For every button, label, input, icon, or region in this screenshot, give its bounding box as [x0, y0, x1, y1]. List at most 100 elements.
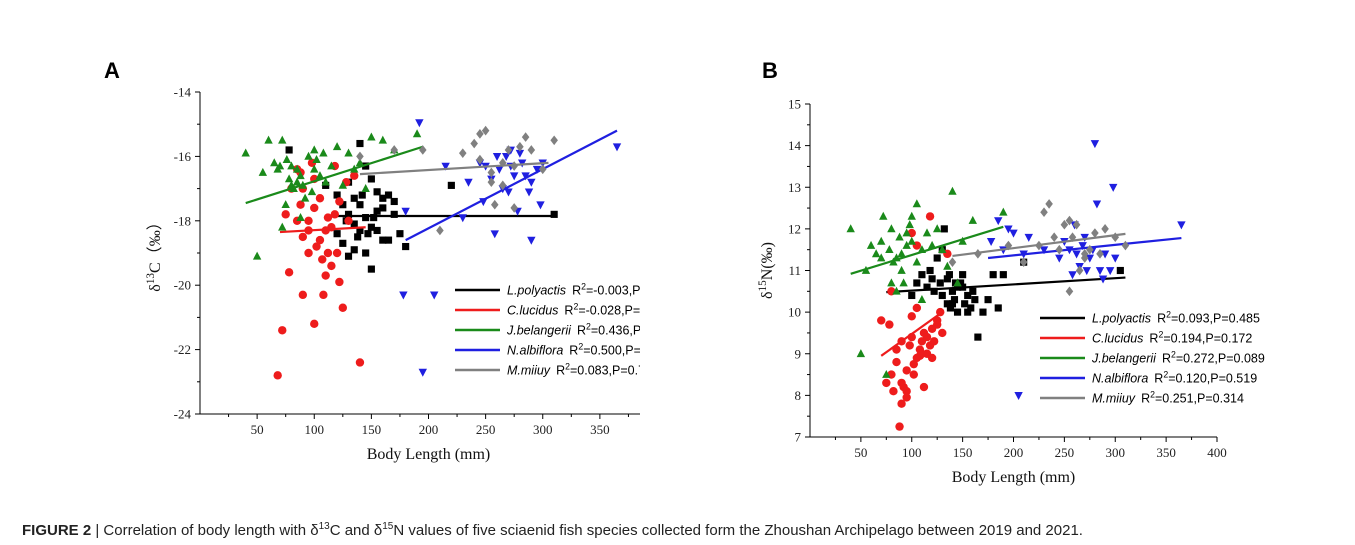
panel-b-point-n-albiflora [1100, 250, 1110, 259]
panel-a-point-l-polyactis [447, 181, 455, 189]
panel-b-point-l-polyactis [913, 279, 921, 287]
panel-b-point-l-polyactis [923, 283, 931, 291]
panel-a-point-n-albiflora [527, 178, 536, 187]
panel-a-fit-line-m-miiuy [359, 161, 549, 176]
panel-a-point-m-miiuy [504, 145, 513, 155]
panel-a-point-l-polyactis [379, 194, 387, 202]
panel-b-point-c-lucidus [938, 328, 947, 338]
panel-b-series-m-miiuy [948, 199, 1130, 297]
panel-a-point-m-miiuy [487, 167, 496, 178]
panel-b-point-n-albiflora [1078, 242, 1087, 251]
panel-a-point-m-miiuy [390, 145, 399, 155]
panel-a-point-l-polyactis [285, 146, 293, 154]
panel-b-y-tick-label: 13 [788, 180, 801, 195]
panel-b-point-l-polyactis [964, 308, 972, 316]
panel-b-letter: B [762, 58, 778, 83]
panel-a-point-l-polyactis [370, 214, 378, 222]
panel-b-point-j-belangerii [877, 236, 886, 245]
panel-a-point-m-miiuy [487, 177, 496, 187]
panel-a-point-n-albiflora [501, 153, 511, 162]
panel-b-point-n-albiflora [1095, 267, 1105, 276]
panel-b-x-tick-label: 200 [1004, 445, 1024, 460]
panel-a-point-j-belangerii [412, 129, 422, 138]
panel-a-fit-line-j-belangerii [245, 145, 424, 205]
panel-b-point-c-lucidus [927, 353, 937, 363]
panel-a-fit-line-c-lucidus [279, 226, 366, 234]
panel-a-point-j-belangerii [281, 200, 290, 209]
panel-a-point-l-polyactis [390, 197, 398, 206]
panel-b-point-j-belangerii [846, 224, 855, 233]
panel-b-point-l-polyactis [928, 275, 936, 283]
panel-a-point-c-lucidus [323, 213, 333, 222]
panel-a-point-j-belangerii [378, 135, 387, 144]
panel-a-point-j-belangerii [270, 158, 279, 167]
panel-b-point-j-belangerii [902, 228, 911, 237]
panel-b-point-m-miiuy [1050, 232, 1058, 243]
panel-a-point-j-belangerii [312, 155, 321, 163]
panel-a-point-j-belangerii [338, 180, 348, 189]
panel-b-y-tick-label: 12 [788, 221, 801, 236]
panel-a-x-tick-label: 300 [533, 422, 553, 437]
panel-a-point-c-lucidus [298, 290, 308, 300]
panel-b-point-l-polyactis [943, 300, 951, 308]
panel-b-fit-line-n-albiflora [987, 236, 1182, 260]
panel-a-point-m-miiuy [470, 138, 478, 149]
panel-b-point-l-polyactis [994, 304, 1002, 312]
panel-a-point-j-belangerii [307, 187, 317, 196]
panel-a-point-n-albiflora [430, 291, 439, 300]
panel-b-point-c-lucidus [925, 212, 935, 221]
panel-a-point-j-belangerii [287, 161, 296, 170]
panel-b-point-l-polyactis [926, 266, 934, 275]
panel-b-point-m-miiuy [948, 257, 957, 268]
panel-b-point-c-lucidus [929, 337, 939, 346]
panel-b-point-m-miiuy [1096, 249, 1104, 259]
panel-a-x-tick-label: 100 [305, 422, 325, 437]
panel-b-y-tick-label: 11 [788, 263, 801, 278]
panel-a-y-tick-label: -24 [174, 407, 192, 422]
panel-b-legend-label-m-miiuy: M.miiuy R2=0.251,P=0.314 [1092, 390, 1244, 406]
figure-caption: FIGURE 2 | Correlation of body length wi… [22, 521, 1342, 539]
panel-a-point-c-lucidus [344, 216, 353, 225]
panel-b-point-l-polyactis [950, 296, 959, 304]
panel-a-point-n-albiflora [399, 291, 408, 300]
panel-b-point-m-miiuy [1086, 244, 1094, 255]
panel-b-point-n-albiflora [1111, 254, 1120, 263]
panel-a-point-m-miiuy [527, 145, 536, 155]
panel-b-point-j-belangerii [922, 228, 932, 237]
panel-a-point-c-lucidus [350, 171, 359, 180]
panel-a-point-c-lucidus [278, 326, 287, 335]
panel-a-point-l-polyactis [350, 220, 358, 228]
panel-a-point-c-lucidus [304, 216, 313, 225]
panel-a-point-n-albiflora [521, 172, 530, 181]
panel-a-point-n-albiflora [418, 368, 427, 377]
panel-b-series-j-belangerii [846, 186, 1008, 378]
panel-a-x-tick-label: 150 [362, 422, 382, 437]
panel-b-point-n-albiflora [1098, 275, 1108, 284]
panel-a-point-j-belangerii [327, 161, 336, 170]
caption-separator: | [91, 522, 104, 539]
panel-a-point-l-polyactis [350, 246, 358, 254]
panel-a-point-m-miiuy [510, 203, 518, 213]
panel-b-point-l-polyactis [940, 225, 948, 233]
panel-b-x-tick-label: 150 [953, 445, 973, 460]
panel-a-point-n-albiflora [527, 236, 536, 245]
panel-b-point-n-albiflora [1092, 200, 1102, 209]
panel-b-point-j-belangerii [897, 249, 906, 258]
panel-b-point-m-miiuy [1065, 286, 1074, 297]
panel-a-point-j-belangerii [275, 161, 285, 170]
panel-a-point-c-lucidus [355, 358, 365, 367]
panel-b-point-l-polyactis [969, 287, 977, 295]
panel-b-point-j-belangerii [907, 211, 916, 220]
panel-b-point-n-albiflora [1039, 246, 1049, 255]
panel-b-point-c-lucidus [885, 320, 894, 329]
panel-a-point-l-polyactis [373, 207, 381, 215]
panel-b-point-n-albiflora [1068, 271, 1077, 280]
panel-b-point-l-polyactis [943, 275, 951, 283]
panel-b-point-j-belangerii [895, 232, 904, 241]
panel-a-point-l-polyactis [350, 194, 358, 202]
panel-b-series-l-polyactis [886, 225, 1126, 341]
panel-a-point-n-albiflora [458, 214, 467, 223]
